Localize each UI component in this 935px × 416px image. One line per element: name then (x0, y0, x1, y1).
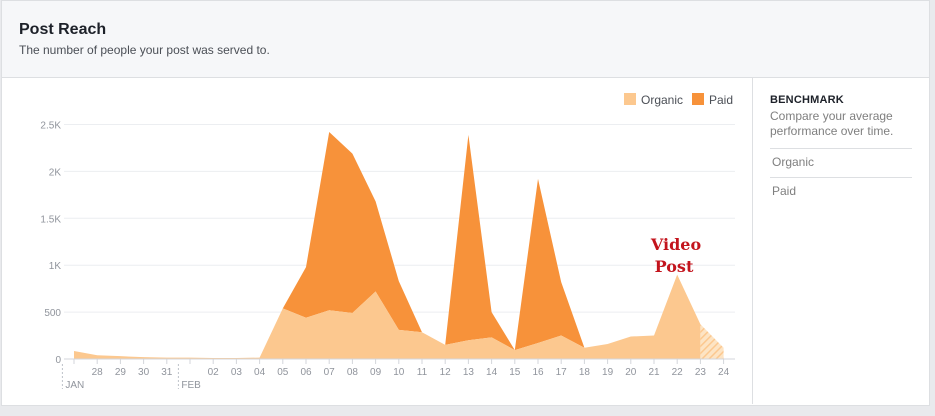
legend-swatch-organic (624, 93, 636, 105)
x-tick-label: 23 (695, 367, 707, 378)
y-tick-label: 1.5K (40, 214, 61, 225)
x-tick-label: 09 (370, 367, 382, 378)
video-post-annotation: Video Post (650, 235, 702, 276)
page-subtitle: The number of people your post was serve… (19, 43, 270, 57)
annotation-line-2: Post (655, 257, 694, 276)
x-tick-label: 11 (417, 367, 428, 378)
y-tick-label: 2K (49, 167, 62, 178)
x-tick-label: 28 (92, 367, 104, 378)
x-tick-label: 13 (463, 367, 475, 378)
page-title: Post Reach (19, 21, 107, 38)
benchmark-paid[interactable]: Paid (770, 177, 912, 206)
legend-swatch-paid (692, 93, 704, 105)
x-tick-label: 14 (486, 367, 498, 378)
post-reach-chart: 0 500 1K 1.5K 2K 2.5K 28 29 30 31 02 03 04 05 06 07 08 09… (40, 93, 735, 391)
y-tick-label: 0 (55, 355, 61, 366)
x-tick-label: 20 (625, 367, 637, 378)
x-tick-label: 31 (161, 367, 173, 378)
x-tick-label: 17 (556, 367, 568, 378)
x-tick-label: 22 (672, 367, 684, 378)
card-header: Post Reach The number of people your pos… (2, 1, 929, 78)
panel-divider (752, 77, 753, 404)
y-tick-label: 2.5K (40, 121, 61, 132)
series-area-organic-partial (700, 324, 724, 359)
x-tick-label: 18 (579, 367, 591, 378)
x-tick-label: 06 (300, 367, 312, 378)
x-tick-label: 03 (231, 367, 243, 378)
x-tick-label: 10 (393, 367, 405, 378)
benchmark-panel: BENCHMARK Compare your average performan… (770, 94, 912, 206)
x-tick-label: 30 (138, 367, 150, 378)
y-tick-label: 1K (49, 261, 62, 272)
x-tick-label: 21 (648, 367, 660, 378)
y-tick-label: 500 (44, 308, 61, 319)
month-label: FEB (181, 380, 201, 391)
chart-area: 0 500 1K 1.5K 2K 2.5K 28 29 30 31 02 03 04 05 06 07 08 09… (0, 77, 752, 404)
x-tick-label: 02 (208, 367, 220, 378)
benchmark-organic[interactable]: Organic (770, 148, 912, 177)
benchmark-description: Compare your average performance over ti… (770, 109, 894, 138)
legend-label-paid: Paid (709, 93, 733, 107)
series-area-paid (74, 132, 724, 359)
x-tick-label: 12 (440, 367, 452, 378)
x-tick-label: 08 (347, 367, 359, 378)
month-label: JAN (65, 380, 84, 391)
chart-legend: Organic Paid (624, 93, 733, 107)
x-tick-label: 16 (532, 367, 544, 378)
annotation-line-1: Video (650, 235, 702, 254)
x-tick-label: 04 (254, 367, 266, 378)
x-tick-label: 15 (509, 367, 521, 378)
x-tick-label: 19 (602, 367, 614, 378)
x-tick-label: 29 (115, 367, 127, 378)
legend-label-organic: Organic (641, 93, 683, 107)
benchmark-title: BENCHMARK (770, 94, 844, 106)
x-tick-label: 05 (277, 367, 289, 378)
x-tick-label: 07 (324, 367, 336, 378)
x-tick-label: 24 (718, 367, 730, 378)
series-area-organic (74, 274, 701, 359)
